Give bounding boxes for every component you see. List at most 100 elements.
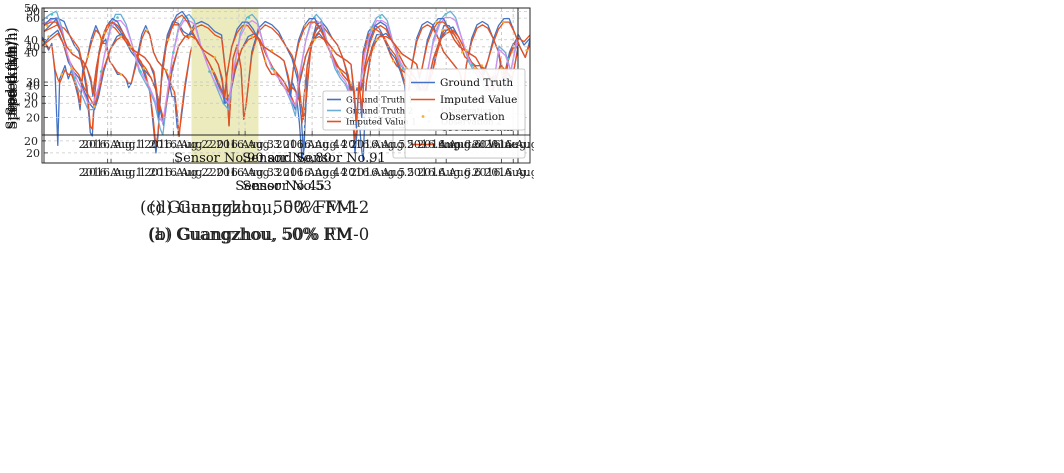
x-tick-label: 2016.Aug.4 (283, 166, 347, 179)
observation-point (172, 51, 175, 54)
x-tick-label: 2016.Aug.1 (79, 138, 143, 151)
series-line-imputed-value-2 (42, 16, 518, 123)
legend-label: Ground Truth 1 (346, 95, 413, 105)
observation-point (336, 70, 339, 73)
y-axis-label: Speed (km/h) (4, 27, 19, 115)
y-tick-label: 40 (26, 80, 40, 93)
observation-point (339, 70, 343, 73)
observation-point (139, 70, 142, 73)
observation-point (470, 63, 474, 67)
series-line-imputed-value-1 (42, 29, 518, 120)
observation-point (313, 38, 316, 42)
observation-point (501, 20, 505, 24)
observation-point (116, 16, 119, 19)
x-tick-label: 2016.Aug.7 (473, 138, 530, 151)
x-tick-label: 2016.Aug.2 (144, 138, 208, 151)
legend-label: Imputed Value 1 (346, 117, 417, 127)
observation-point (460, 50, 464, 54)
observation-point (506, 57, 510, 61)
y-tick-label: 20 (26, 111, 40, 124)
observation-point (330, 49, 334, 52)
x-tick-label: 2016.Aug.1 (79, 166, 143, 179)
panel-d: 20 30 40 50 2016.Aug.1 2016.Aug.2 2016.Aug.3 20… (0, 0, 534, 217)
y-tick-label: 20 (26, 147, 40, 160)
x-tick-label: 2016.Aug.1 (82, 166, 146, 179)
x-tick-label: 2016.Aug.5 (341, 166, 405, 179)
x-tick-label: 2016.Aug.4 (276, 138, 340, 151)
observation-point (86, 55, 90, 59)
x-axis-label: Sensor No.80 (242, 151, 331, 166)
x-axis-label: Sensor No.90 and Sensor No.91 (174, 151, 386, 166)
x-tick-label: 2016.Aug.5 (341, 138, 405, 151)
x-tick-label: 2016.Aug.4 (283, 138, 347, 151)
observation-point (60, 73, 63, 76)
observation-point (263, 59, 267, 63)
observation-point (168, 73, 172, 76)
x-tick-label: 2016.Aug.4 (276, 166, 340, 179)
x-tick-label: 2016.Aug.7 (484, 138, 534, 151)
legend-label: Ground Truth 2 (346, 106, 413, 116)
caption-a: (a) Guangzhou, 50% RM (148, 225, 353, 244)
observation-point (371, 27, 374, 31)
observation-point (145, 28, 149, 32)
x-tick-label: 2016.Aug.2 (149, 138, 213, 151)
x-tick-label: 2016.Aug.7 (484, 166, 534, 179)
legend-label: Imputed Value (440, 139, 517, 151)
plot-frame (43, 7, 531, 136)
y-tick-label: 40 (24, 34, 38, 47)
observation-point (165, 68, 169, 72)
x-tick-label: 2016.Aug.6 (417, 166, 481, 179)
y-tick-label: 30 (24, 91, 38, 104)
x-tick-label: 2016.Aug.5 (350, 166, 414, 179)
observation-point (243, 24, 247, 27)
observation-point (166, 38, 170, 42)
y-tick-label: 40 (24, 46, 38, 59)
observation-point (247, 16, 251, 19)
observation-point (211, 70, 215, 73)
x-tick-label: 2016.Aug.2 (144, 166, 208, 179)
series-line-imputed-value (44, 24, 530, 147)
x-tick-label: 2016.Aug.3 (216, 166, 280, 179)
y-axis-label: Speed (km/h) (4, 41, 19, 129)
observation-point (188, 35, 192, 38)
caption-d: (d) Guangzhou, 50% FM-2 (149, 198, 370, 217)
legend-box (404, 68, 526, 131)
observation-point (434, 20, 438, 24)
observation-point (397, 52, 401, 56)
observation-point (93, 105, 96, 108)
y-tick-label: 20 (24, 97, 38, 110)
y-tick-label: 20 (24, 135, 38, 148)
observation-point (465, 49, 468, 52)
observation-point (142, 67, 146, 70)
legend-label: Imputed Value (440, 94, 517, 106)
observation-point (304, 24, 307, 27)
x-tick-label: 2016.Aug.5 (350, 138, 414, 151)
observation-point (375, 38, 379, 42)
observation-point (270, 67, 274, 70)
observation-point (69, 49, 73, 52)
y-tick-label: 30 (26, 76, 40, 89)
legend-label: Observation (440, 111, 505, 123)
x-tick-label: 2016.Aug.1 (82, 138, 146, 151)
observation-point (73, 76, 77, 80)
observation-point (119, 35, 123, 38)
caption-c: (c) Guangzhou, 50% FM-1 (140, 198, 359, 217)
observation-point (401, 67, 405, 70)
observation-point (391, 59, 395, 63)
observation-point (70, 67, 73, 70)
series-line-imputed-value (44, 14, 530, 122)
y-axis-label: Speed (km/h) (6, 27, 21, 115)
legend-label: Ground Truth (440, 77, 513, 89)
observation-point (99, 70, 103, 73)
observation-point (47, 35, 50, 38)
observation-point (270, 49, 274, 52)
observation-point (273, 70, 277, 73)
observation-point (441, 28, 444, 32)
x-tick-label: 2016.Aug.2 (149, 166, 213, 179)
observation-point (103, 31, 106, 34)
observation-point (119, 73, 123, 76)
y-tick-label: 50 (26, 6, 40, 19)
x-tick-label: 2016.Aug.3 (216, 138, 280, 151)
y-tick-label: 40 (26, 41, 40, 54)
observation-point (250, 35, 254, 38)
